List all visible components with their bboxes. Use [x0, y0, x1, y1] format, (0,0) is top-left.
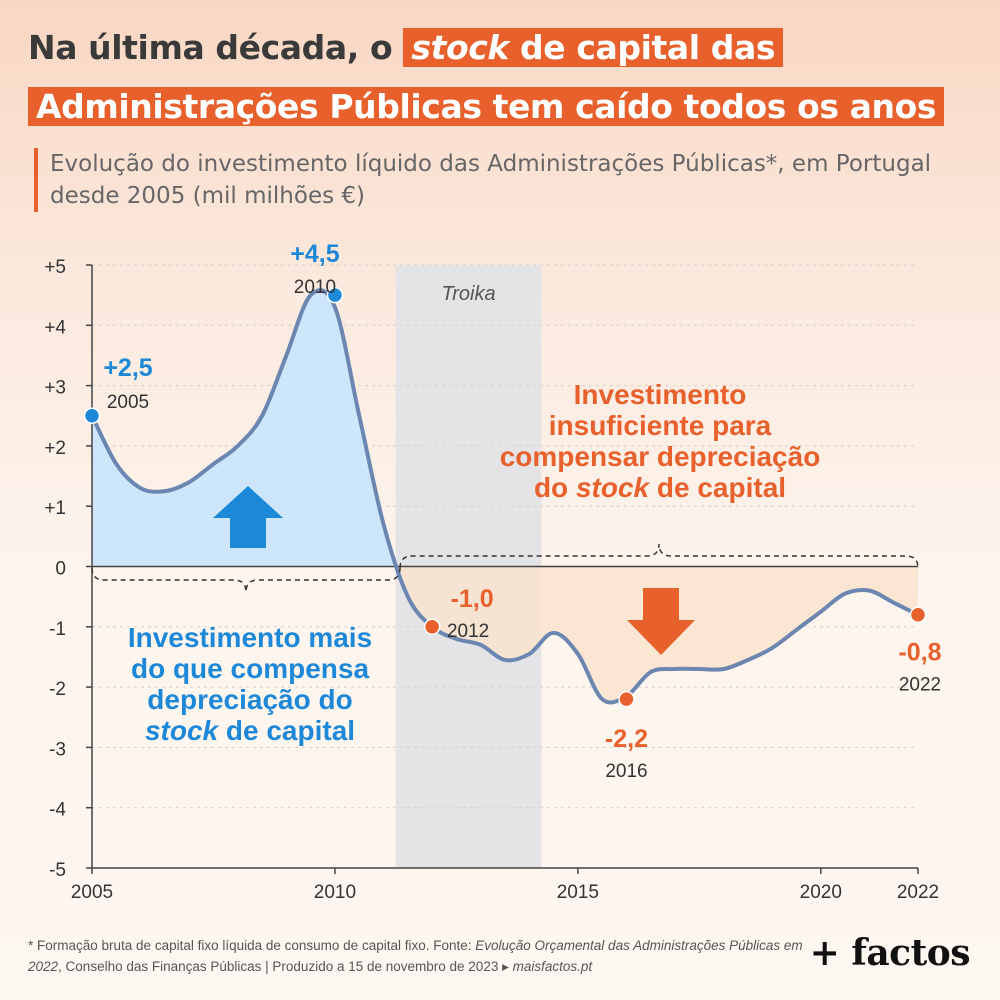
highlight-year-label: 2012: [447, 621, 489, 642]
annotation-negative-line: do stock de capital: [534, 472, 786, 503]
brace-positive: [91, 567, 401, 593]
brace-negative: [399, 543, 919, 569]
annotation-negative-line: Investimento: [574, 379, 747, 410]
y-tick-label: -3: [49, 739, 66, 760]
positive-area: [92, 290, 918, 567]
annotation-negative-line: compensar depreciação: [500, 441, 821, 472]
title-highlight-1: stock de capital das: [403, 28, 784, 67]
highlight-year-label: 2022: [899, 675, 941, 696]
highlight-year-label: 2016: [605, 761, 647, 782]
highlight-value-label: -1,0: [451, 585, 494, 613]
annotation-negative-line: insuficiente para: [549, 410, 772, 441]
y-tick-label: -2: [49, 679, 66, 700]
annotation-stock-italic: stock: [576, 472, 651, 503]
y-tick-label: +2: [44, 438, 66, 459]
footnote-text-2: , Conselho das Finanças Públicas | Produ…: [58, 959, 513, 974]
highlight-value-label: -0,8: [898, 639, 941, 667]
footnote-source: Evolução Orçamental das Administrações P…: [28, 938, 803, 974]
x-tick-label: 2015: [557, 882, 599, 903]
annotation-positive-line: stock de capital: [145, 715, 355, 746]
series-line: [90, 288, 920, 705]
highlight-point: [423, 618, 441, 636]
y-tick-label: +4: [44, 317, 66, 338]
footnote-site-link[interactable]: maisfactos.pt: [512, 959, 593, 974]
highlight-point: [618, 690, 635, 708]
highlight-point: [909, 606, 927, 623]
y-tick-label: -4: [49, 800, 66, 821]
annotation-positive-line: depreciação do: [147, 684, 352, 715]
y-tick-label: -5: [49, 860, 66, 881]
x-tick-label: 2005: [71, 882, 113, 903]
footnote: * Formação bruta de capital fixo líquida…: [28, 935, 818, 977]
brand-logo: + factos: [809, 932, 971, 974]
annotation-positive-rest: de capital: [218, 715, 355, 746]
subtitle: Evolução do investimento líquido das Adm…: [34, 148, 990, 212]
y-tick-label: 0: [55, 559, 66, 580]
y-tick-label: +1: [44, 498, 66, 519]
highlight-year-label: 2010: [294, 277, 336, 298]
annotation-stock-italic: stock: [145, 715, 220, 746]
title-highlight-2: Administrações Públicas tem caído todos …: [28, 87, 945, 126]
title-line-2: Administrações Públicas tem caído todos …: [28, 82, 945, 132]
highlight-value-label: +2,5: [103, 354, 152, 382]
annotation-negative-rest: de capital: [649, 472, 786, 503]
footnote-text: * Formação bruta de capital fixo líquida…: [28, 938, 476, 953]
arrow-down-icon: [627, 588, 695, 655]
y-tick-label: +5: [44, 257, 66, 278]
troika-label: Troika: [442, 283, 496, 305]
highlight-point: [83, 407, 101, 424]
annotation-positive-line: Investimento mais: [128, 622, 372, 653]
x-tick-label: 2022: [897, 882, 939, 903]
x-tick-label: 2010: [314, 882, 356, 903]
annotation-positive-line: do que compensa: [131, 653, 369, 684]
highlight-point: [326, 286, 344, 304]
highlight-value-label: +4,5: [290, 240, 339, 268]
arrow-up-icon: [213, 486, 283, 548]
y-tick-label: -1: [49, 619, 66, 640]
title-hl-rest: de capital das: [520, 28, 776, 67]
title-stock-italic: stock: [411, 28, 509, 67]
annotation-negative-pre: do: [534, 472, 576, 503]
highlight-year-label: 2005: [107, 392, 149, 413]
x-tick-label: 2020: [800, 882, 842, 903]
y-tick-label: +3: [44, 378, 66, 399]
title-pre: Na última década, o: [28, 28, 393, 67]
highlight-value-label: -2,2: [605, 725, 648, 753]
title-line-1: Na última década, o stock de capital das: [28, 23, 784, 73]
